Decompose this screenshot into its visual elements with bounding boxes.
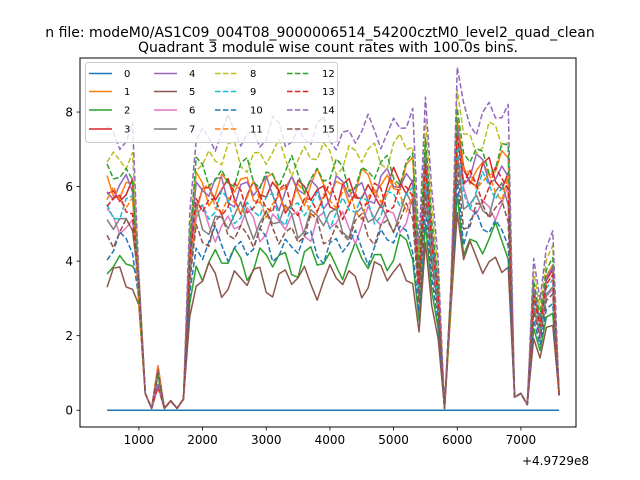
legend-label-15: 15 <box>322 125 335 136</box>
legend-label-8: 8 <box>250 69 256 80</box>
x-tick-label: 5000 <box>378 433 409 447</box>
legend-label-4: 4 <box>189 69 195 80</box>
legend-label-3: 3 <box>124 125 130 136</box>
legend-label-0: 0 <box>124 69 130 80</box>
series-line-15 <box>106 163 560 410</box>
x-tick-label: 3000 <box>251 433 282 447</box>
y-tick-label: 8 <box>65 106 73 120</box>
y-tick-label: 0 <box>65 404 73 418</box>
legend-label-14: 14 <box>322 106 335 117</box>
legend-label-7: 7 <box>189 125 195 136</box>
series-line-14 <box>106 66 560 410</box>
y-tick-label: 4 <box>65 255 73 269</box>
legend-label-9: 9 <box>250 87 256 98</box>
plot-area <box>106 66 560 411</box>
axes-frame <box>79 57 577 428</box>
x-tick-label: 2000 <box>187 433 218 447</box>
axis-ticks: 1000 2000 3000 4000 5000 6000 7000 0 2 4 6 8 <box>65 106 536 447</box>
series-line-11 <box>106 133 560 410</box>
x-tick-label: 4000 <box>315 433 346 447</box>
legend-label-10: 10 <box>250 106 263 117</box>
legend-label-6: 6 <box>189 106 195 117</box>
figure-suptitle: n file: modeM0/AS1C09_004T08_9000006514_… <box>45 25 594 41</box>
legend-label-1: 1 <box>124 87 130 98</box>
y-tick-label: 2 <box>65 329 73 343</box>
legend-label-5: 5 <box>189 87 195 98</box>
legend-box <box>85 62 338 143</box>
legend-label-12: 12 <box>322 69 335 80</box>
x-tick-label: 1000 <box>124 433 155 447</box>
legend-label-2: 2 <box>124 106 130 117</box>
x-tick-label: 6000 <box>442 433 473 447</box>
legend-label-11: 11 <box>250 125 263 136</box>
y-tick-label: 6 <box>65 180 73 194</box>
chart-title: Quadrant 3 module wise count rates with … <box>138 40 518 56</box>
x-offset-text: +4.9729e8 <box>522 454 589 468</box>
x-tick-label: 7000 <box>506 433 537 447</box>
legend-label-13: 13 <box>322 87 335 98</box>
